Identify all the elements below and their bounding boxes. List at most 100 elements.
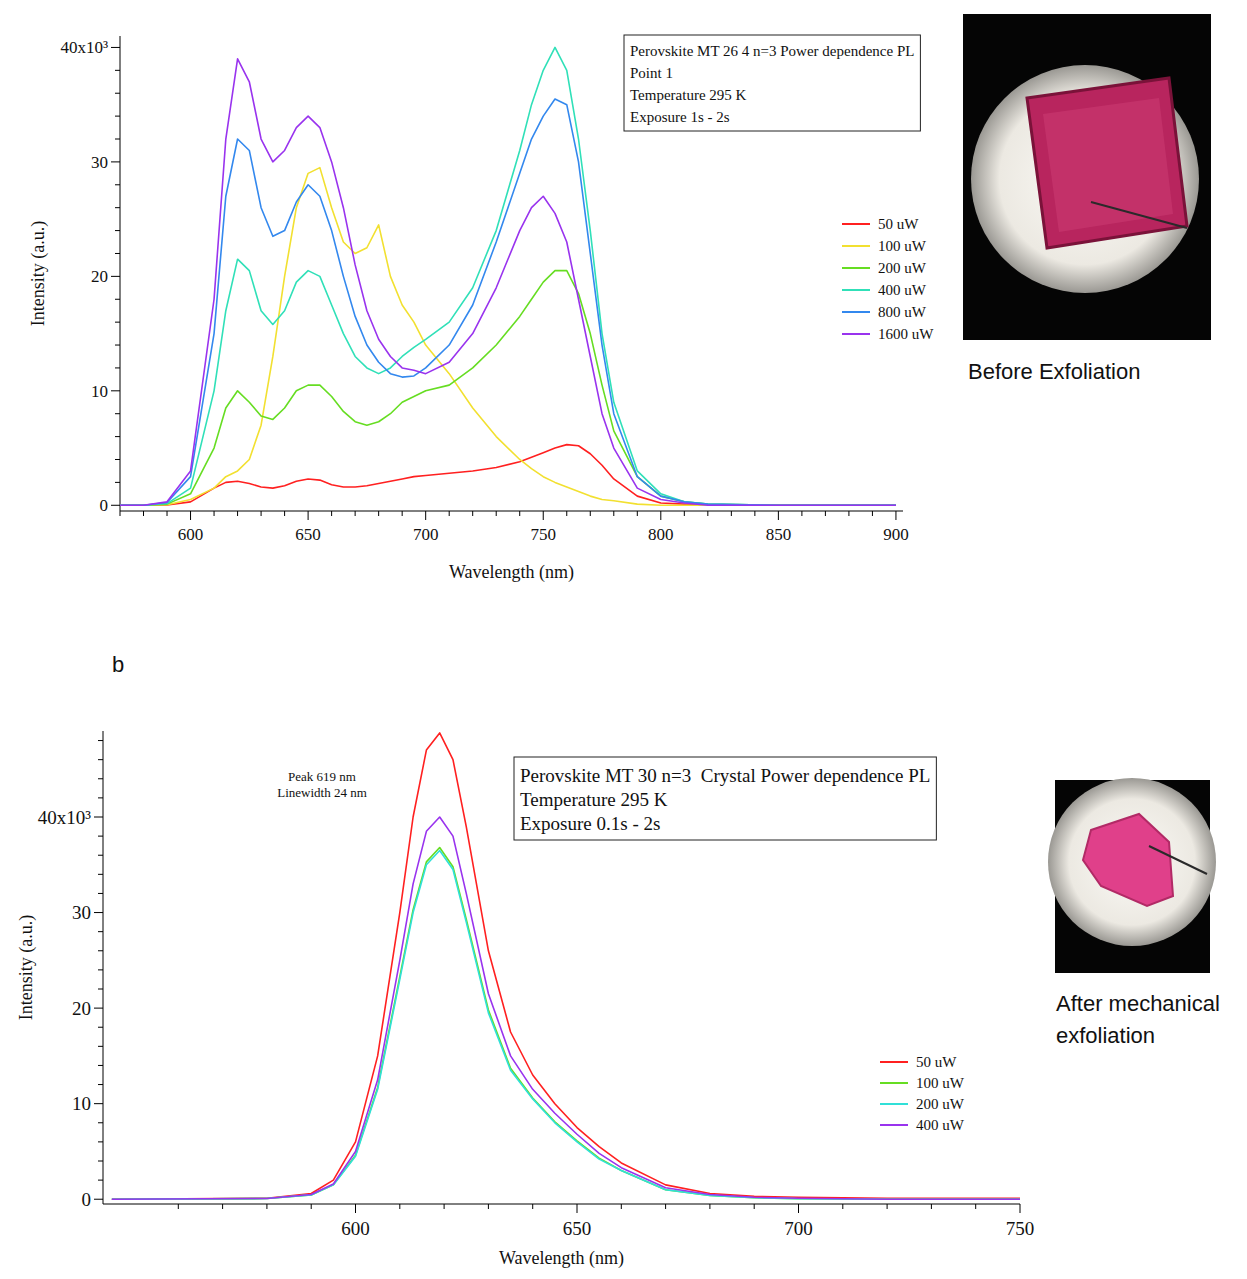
legend-swatch (880, 1124, 908, 1126)
x-minor-tick (825, 511, 826, 516)
y-minor-tick (98, 1180, 103, 1181)
x-minor-tick (975, 1204, 976, 1209)
x-minor-tick (665, 1204, 666, 1209)
y-minor-tick (98, 778, 103, 779)
y-minor-tick (115, 116, 120, 117)
x-minor-tick (709, 1204, 710, 1209)
chart: 600650700750010203040x10³Wavelength (nm)… (16, 652, 1216, 1269)
x-minor-tick (178, 1204, 179, 1209)
annotation: Linewidth 24 nm (277, 785, 367, 800)
x-minor-tick (222, 1204, 223, 1209)
text-box-line: Perovskite MT 30 n=3 Crystal Power depen… (520, 765, 930, 786)
y-tick-label: 0 (100, 496, 109, 515)
y-minor-tick (98, 969, 103, 970)
photo (963, 14, 1211, 340)
x-minor-tick (214, 511, 215, 516)
plot-area (112, 733, 1020, 1199)
crystal-face (1043, 98, 1173, 232)
photo (1048, 778, 1216, 973)
x-minor-tick (167, 511, 168, 516)
legend-swatch (842, 245, 870, 247)
legend-label: 400 uW (878, 282, 927, 298)
chart: 600650700750800850900010203040x10³Wavele… (28, 14, 1211, 583)
x-minor-tick (842, 1204, 843, 1209)
y-minor-tick (98, 893, 103, 894)
legend-label: 50 uW (878, 216, 919, 232)
x-minor-tick (399, 1204, 400, 1209)
x-tick (660, 511, 661, 520)
x-tick-label: 700 (784, 1218, 813, 1239)
photo-background (963, 14, 1211, 340)
y-tick-label: 10 (91, 382, 108, 401)
annotation: Peak 619 nm (288, 769, 356, 784)
series-line (112, 850, 1020, 1199)
x-minor-tick (731, 511, 732, 516)
legend-swatch (880, 1061, 908, 1063)
legend-swatch (842, 333, 870, 335)
y-minor-tick (98, 1141, 103, 1142)
x-minor-tick (266, 1204, 267, 1209)
x-minor-tick (284, 511, 285, 516)
text-box-frame (514, 757, 936, 840)
legend: 50 uW100 uW200 uW400 uW (880, 1054, 965, 1133)
legend-swatch (880, 1082, 908, 1084)
y-minor-tick (115, 70, 120, 71)
y-axis-title: Intensity (a.u.) (16, 915, 37, 1020)
y-minor-tick (98, 989, 103, 990)
y-minor-tick (98, 950, 103, 951)
text-box-line: Exposure 0.1s - 2s (520, 813, 660, 834)
y-tick (94, 1199, 103, 1200)
x-minor-tick (120, 511, 121, 516)
microscope-field (1048, 778, 1216, 946)
x-minor-tick (872, 511, 873, 516)
x-tick-label: 800 (648, 525, 674, 544)
figure: 600650700750800850900010203040x10³Wavele… (0, 0, 1247, 1279)
y-tick-label: 10 (72, 1093, 91, 1114)
y-tick (94, 1008, 103, 1009)
y-tick-label: 0 (82, 1189, 92, 1210)
x-minor-tick (637, 511, 638, 516)
x-minor-tick (402, 511, 403, 516)
x-minor-tick (684, 511, 685, 516)
x-tick-label: 600 (341, 1218, 370, 1239)
y-tick-label: 30 (91, 153, 108, 172)
series-line (120, 445, 896, 506)
x-minor-tick (754, 511, 755, 516)
x-minor-tick (532, 1204, 533, 1209)
legend-label: 200 uW (916, 1096, 965, 1112)
y-axis-title: Intensity (a.u.) (28, 221, 49, 326)
y-minor-tick (115, 345, 120, 346)
legend-label: 100 uW (878, 238, 927, 254)
legend-label: 800 uW (878, 304, 927, 320)
text-box-line: Point 1 (630, 65, 673, 81)
y-minor-tick (115, 482, 120, 483)
y-tick-label: 40x10³ (60, 38, 108, 57)
x-tick (190, 511, 191, 520)
x-tick (308, 511, 309, 520)
text-box-line: Temperature 295 K (630, 87, 747, 103)
series-line (112, 733, 1020, 1199)
y-tick (111, 505, 120, 506)
y-minor-tick (98, 1065, 103, 1066)
x-tick-label: 850 (766, 525, 792, 544)
x-minor-tick (237, 511, 238, 516)
y-tick (94, 817, 103, 818)
x-minor-tick (472, 511, 473, 516)
y-minor-tick (115, 207, 120, 208)
legend-label: 200 uW (878, 260, 927, 276)
x-tick (1020, 1204, 1021, 1213)
y-minor-tick (98, 1122, 103, 1123)
x-tick-label: 750 (1006, 1218, 1035, 1239)
y-minor-tick (98, 1046, 103, 1047)
y-tick (111, 47, 120, 48)
y-tick (94, 912, 103, 913)
x-minor-tick (261, 511, 262, 516)
x-tick (425, 511, 426, 520)
x-minor-tick (848, 511, 849, 516)
series-line (120, 271, 896, 506)
y-minor-tick (98, 740, 103, 741)
x-tick (355, 1204, 356, 1213)
x-tick (895, 511, 896, 520)
x-axis-title: Wavelength (nm) (449, 562, 574, 583)
y-minor-tick (115, 139, 120, 140)
